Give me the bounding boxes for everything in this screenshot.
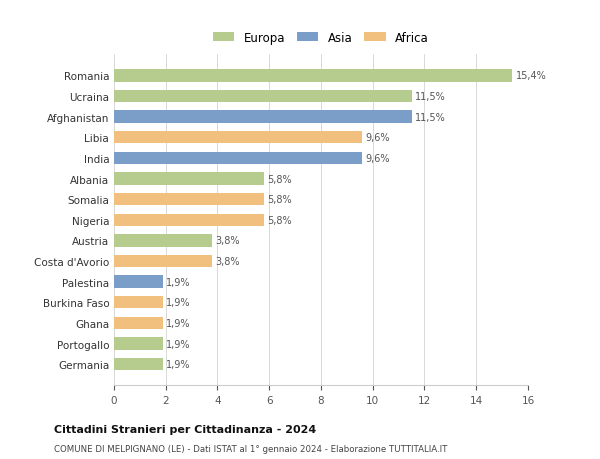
Text: Cittadini Stranieri per Cittadinanza - 2024: Cittadini Stranieri per Cittadinanza - 2… bbox=[54, 425, 316, 435]
Text: 1,9%: 1,9% bbox=[166, 277, 191, 287]
Bar bbox=[114, 111, 412, 123]
Text: 3,8%: 3,8% bbox=[215, 257, 240, 267]
Text: 5,8%: 5,8% bbox=[267, 195, 292, 205]
Bar bbox=[114, 132, 362, 144]
Legend: Europa, Asia, Africa: Europa, Asia, Africa bbox=[209, 28, 433, 48]
Text: 5,8%: 5,8% bbox=[267, 215, 292, 225]
Bar bbox=[114, 297, 163, 309]
Text: 1,9%: 1,9% bbox=[166, 339, 191, 349]
Text: 1,9%: 1,9% bbox=[166, 318, 191, 328]
Text: COMUNE DI MELPIGNANO (LE) - Dati ISTAT al 1° gennaio 2024 - Elaborazione TUTTITA: COMUNE DI MELPIGNANO (LE) - Dati ISTAT a… bbox=[54, 444, 448, 453]
Bar bbox=[114, 70, 512, 83]
Bar bbox=[114, 255, 212, 268]
Bar bbox=[114, 173, 264, 185]
Bar bbox=[114, 91, 412, 103]
Bar bbox=[114, 194, 264, 206]
Bar bbox=[114, 152, 362, 165]
Bar bbox=[114, 214, 264, 226]
Bar bbox=[114, 358, 163, 370]
Text: 1,9%: 1,9% bbox=[166, 297, 191, 308]
Text: 15,4%: 15,4% bbox=[515, 71, 547, 81]
Bar bbox=[114, 276, 163, 288]
Bar bbox=[114, 235, 212, 247]
Text: 5,8%: 5,8% bbox=[267, 174, 292, 184]
Text: 11,5%: 11,5% bbox=[415, 92, 445, 102]
Text: 11,5%: 11,5% bbox=[415, 112, 445, 123]
Text: 1,9%: 1,9% bbox=[166, 359, 191, 369]
Text: 9,6%: 9,6% bbox=[365, 133, 390, 143]
Bar bbox=[114, 317, 163, 330]
Bar bbox=[114, 338, 163, 350]
Text: 3,8%: 3,8% bbox=[215, 236, 240, 246]
Text: 9,6%: 9,6% bbox=[365, 154, 390, 163]
